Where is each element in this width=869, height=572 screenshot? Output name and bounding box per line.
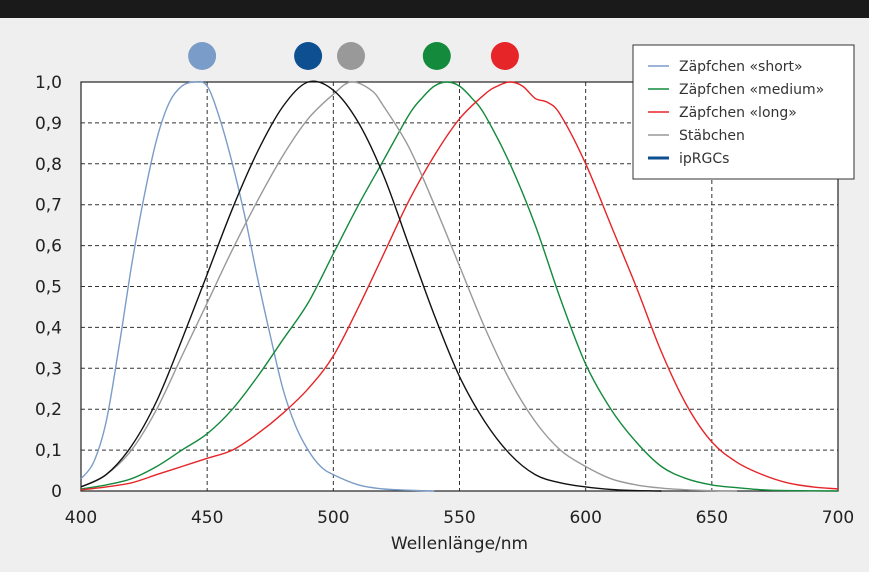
y-tick-label: 0,1 [35, 441, 62, 461]
peak-marker-1 [422, 42, 451, 70]
y-tick-label: 0,9 [35, 114, 62, 134]
x-tick-label: 450 [191, 508, 223, 528]
top-bar [0, 0, 869, 18]
x-tick-label: 650 [696, 508, 728, 528]
y-tick-label: 0,6 [35, 237, 62, 257]
spectral-sensitivity-chart: 400 450 500 550 600 650 700 0 0,1 0,2 0,3 0,4 0,5 0,6… [35, 42, 855, 554]
x-tick-label: 700 [822, 508, 854, 528]
peak-marker-3 [336, 42, 365, 70]
y-tick-label: 0,5 [35, 278, 62, 298]
peak-markers [188, 42, 519, 70]
y-tick-label: 0,4 [35, 318, 62, 338]
legend-label-1: Zäpfchen «medium» [679, 82, 824, 98]
legend: Zäpfchen «short» Zäpfchen «medium» Zäpfche… [632, 44, 855, 180]
x-tick-label: 400 [65, 508, 97, 528]
plot-frame [80, 81, 839, 492]
legend-label-3: Stäbchen [679, 128, 745, 144]
series-line-1 [80, 81, 839, 492]
chart-panel: 400 450 500 550 600 650 700 0 0,1 0,2 0,3 0,4 0,5 0,6… [0, 18, 869, 572]
peak-marker-4 [294, 42, 323, 70]
curves [80, 80, 839, 492]
series-line-2 [80, 81, 839, 491]
series-line-3 [80, 81, 738, 492]
x-axis-title: Wellenlänge/nm [391, 534, 528, 554]
legend-label-4: ipRGCs [679, 151, 729, 167]
series-line-4 [80, 80, 662, 492]
series-line-0 [80, 80, 435, 492]
y-tick-label: 0 [51, 482, 62, 502]
x-tick-label: 550 [443, 508, 475, 528]
peak-marker-0 [188, 42, 217, 70]
y-tick-label: 0,8 [35, 155, 62, 175]
peak-marker-2 [490, 42, 519, 70]
legend-label-0: Zäpfchen «short» [679, 59, 803, 75]
x-tick-label: 500 [317, 508, 349, 528]
y-tick-label: 0,2 [35, 400, 62, 420]
y-tick-label: 1,0 [35, 73, 62, 93]
legend-box [632, 44, 855, 180]
y-tick-label: 0,7 [35, 196, 62, 216]
tick-labels: 400 450 500 550 600 650 700 0 0,1 0,2 0,3 0,4 0,5 0,6… [35, 73, 854, 528]
legend-label-2: Zäpfchen «long» [679, 105, 797, 121]
y-tick-label: 0,3 [35, 359, 62, 379]
x-tick-label: 600 [569, 508, 601, 528]
